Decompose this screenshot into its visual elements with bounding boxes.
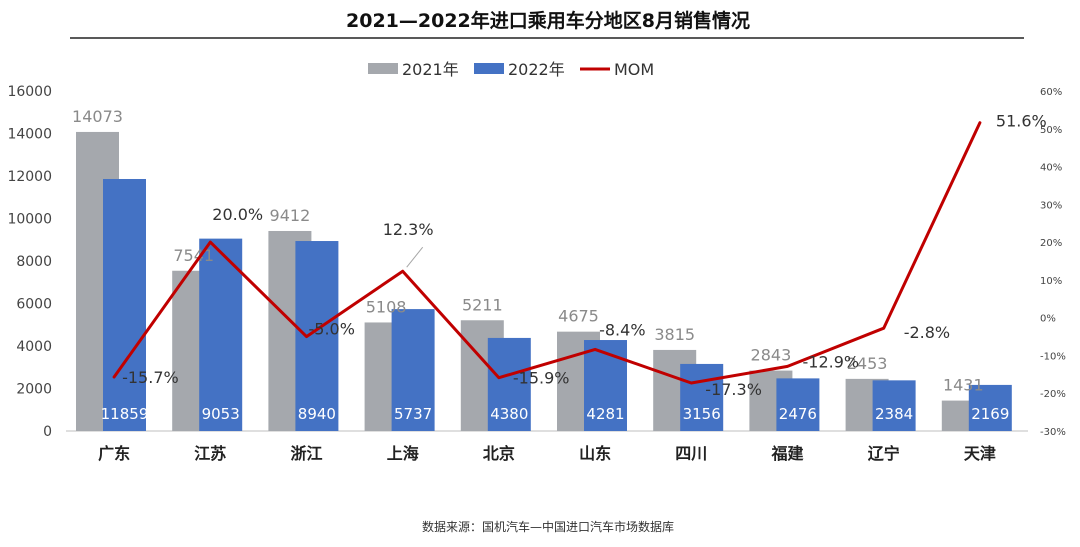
label-2022: 3156 [683, 405, 721, 423]
label-2021: 7541 [173, 246, 214, 265]
y-left-tick-label: 8000 [16, 254, 52, 270]
bar-2022 [199, 238, 243, 431]
label-2022: 2476 [779, 405, 817, 423]
legend-label-2021: 2021年 [402, 60, 459, 79]
x-category-label: 广东 [98, 444, 130, 463]
source-note: 数据来源：国机汽车—中国进口汽车市场数据库 [422, 519, 674, 534]
y-right-tick-label: -30% [1040, 427, 1066, 438]
label-2021: 4675 [558, 307, 599, 326]
x-category-label: 四川 [675, 444, 707, 463]
bar-2022 [776, 378, 820, 431]
mom-label: -2.8% [904, 323, 950, 342]
x-category-label: 浙江 [290, 444, 322, 463]
bar-2022 [680, 363, 724, 431]
bar-2022 [295, 241, 339, 431]
label-2022: 4281 [586, 405, 624, 423]
legend-label-mom: MOM [614, 60, 654, 79]
y-left-tick-label: 12000 [7, 169, 52, 185]
mom-label: 12.3% [383, 220, 434, 239]
mom-label: -12.9% [803, 352, 860, 371]
y-left-tick-label: 2000 [16, 382, 52, 398]
y-right-tick-label: -10% [1040, 351, 1066, 362]
x-category-label: 上海 [387, 444, 419, 463]
y-left-tick-label: 0 [43, 424, 52, 440]
y-right-tick-label: 20% [1040, 238, 1062, 249]
label-2021: 9412 [270, 206, 311, 225]
label-2021: 1431 [943, 376, 984, 395]
x-category-label: 天津 [964, 444, 996, 463]
x-category-label: 山东 [579, 444, 611, 463]
y-right-tick-label: 50% [1040, 125, 1062, 136]
label-2021: 14073 [72, 107, 123, 126]
y-right-tick-label: 60% [1040, 87, 1062, 98]
mom-label: -5.0% [309, 320, 355, 339]
y-right-tick-label: -20% [1040, 389, 1066, 400]
label-2022: 8940 [298, 405, 336, 423]
bar-2022 [584, 340, 627, 431]
mom-label: 20.0% [212, 205, 263, 224]
bar-2022 [872, 380, 916, 431]
legend-label-2022: 2022年 [508, 60, 565, 79]
label-2021: 5108 [366, 297, 407, 316]
x-category-label: 辽宁 [868, 444, 900, 463]
plot-area: 0 2000 4000 6000 8000 10000 12000 14000 16000 -30… [7, 84, 1065, 463]
label-2021: 3815 [654, 325, 695, 344]
y-right-tick-label: 0% [1040, 314, 1056, 325]
y-left-tick-label: 4000 [16, 339, 52, 355]
label-2021: 2453 [847, 354, 888, 373]
label-2021: 5211 [462, 295, 503, 314]
y-right-tick-label: 10% [1040, 276, 1062, 287]
chart-title: 2021—2022年进口乘用车分地区8月销售情况 [346, 9, 750, 32]
mom-label: -17.3% [705, 380, 762, 399]
y-right-tick-label: 40% [1040, 163, 1062, 174]
bar-2022 [103, 178, 146, 431]
x-category-label: 福建 [770, 444, 803, 463]
y-right-tick-label: 30% [1040, 200, 1062, 211]
label-2022: 4380 [490, 405, 528, 423]
mom-label: -8.4% [599, 320, 645, 339]
label-2022: 2384 [875, 405, 913, 423]
label-2022: 5737 [394, 405, 432, 423]
x-category-label: 江苏 [194, 444, 226, 463]
y-left-tick-label: 6000 [16, 297, 52, 313]
bar-2022 [391, 309, 435, 431]
mom-line [112, 121, 982, 385]
y-left-tick-label: 16000 [7, 84, 52, 100]
y-left-tick-label: 10000 [7, 212, 52, 228]
y-left-tick-label: 14000 [7, 127, 52, 143]
x-category-label: 北京 [483, 444, 515, 463]
legend-swatch-2021 [368, 63, 398, 74]
label-2022: 2169 [971, 405, 1009, 423]
bar-2022 [487, 337, 531, 431]
mom-label: -15.7% [122, 368, 179, 387]
label-2022: 9053 [202, 405, 240, 423]
legend: 2021年 2022年 MOM [368, 60, 654, 79]
mom-leader-line [406, 246, 424, 268]
label-2022: 11859 [101, 405, 149, 423]
label-2021: 2843 [751, 346, 792, 365]
bar-2022 [968, 384, 1012, 431]
mom-label: -15.9% [513, 369, 570, 388]
mom-label: 51.6% [996, 112, 1047, 131]
legend-swatch-2022 [474, 63, 504, 74]
